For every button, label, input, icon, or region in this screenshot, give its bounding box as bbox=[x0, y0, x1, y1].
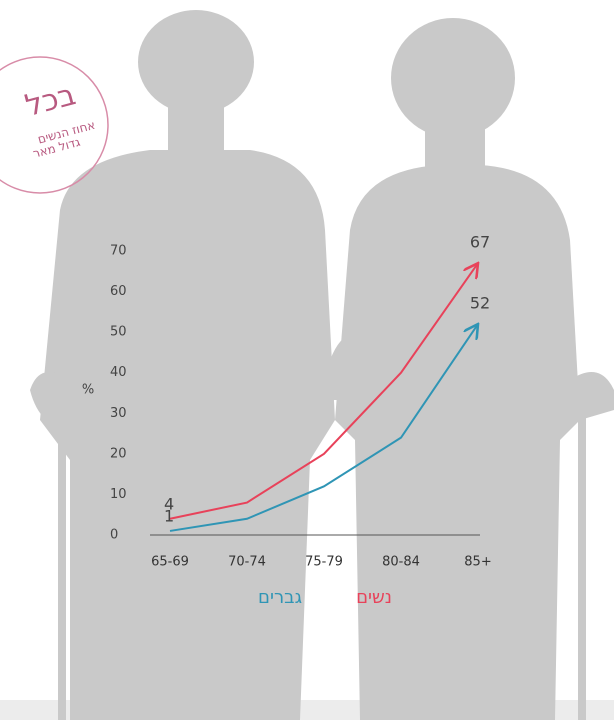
y-tick-label: 10 bbox=[110, 487, 127, 502]
x-tick-label: 80-84 bbox=[382, 555, 420, 570]
x-tick-label: 85+ bbox=[464, 555, 491, 570]
data-label: 1 bbox=[164, 506, 174, 525]
chart: בכל אחוז הנשים גדול מאר % 01020304050607… bbox=[0, 0, 614, 720]
data-label: 52 bbox=[470, 294, 490, 313]
y-tick-label: 0 bbox=[110, 528, 118, 543]
y-tick-label: 40 bbox=[110, 365, 127, 380]
legend-label: גברים bbox=[258, 587, 302, 608]
x-tick-label: 70-74 bbox=[228, 555, 266, 570]
x-tick-label: 75-79 bbox=[305, 555, 343, 570]
y-tick-label: 30 bbox=[110, 406, 127, 421]
legend-label: נשים bbox=[356, 587, 392, 608]
y-tick-label: 50 bbox=[110, 325, 127, 340]
y-tick-label: 60 bbox=[110, 284, 127, 299]
data-label: 67 bbox=[470, 233, 490, 252]
y-tick-label: 20 bbox=[110, 446, 127, 461]
y-axis-label: % bbox=[82, 383, 94, 398]
x-tick-label: 65-69 bbox=[151, 555, 189, 570]
y-tick-label: 70 bbox=[110, 244, 127, 259]
